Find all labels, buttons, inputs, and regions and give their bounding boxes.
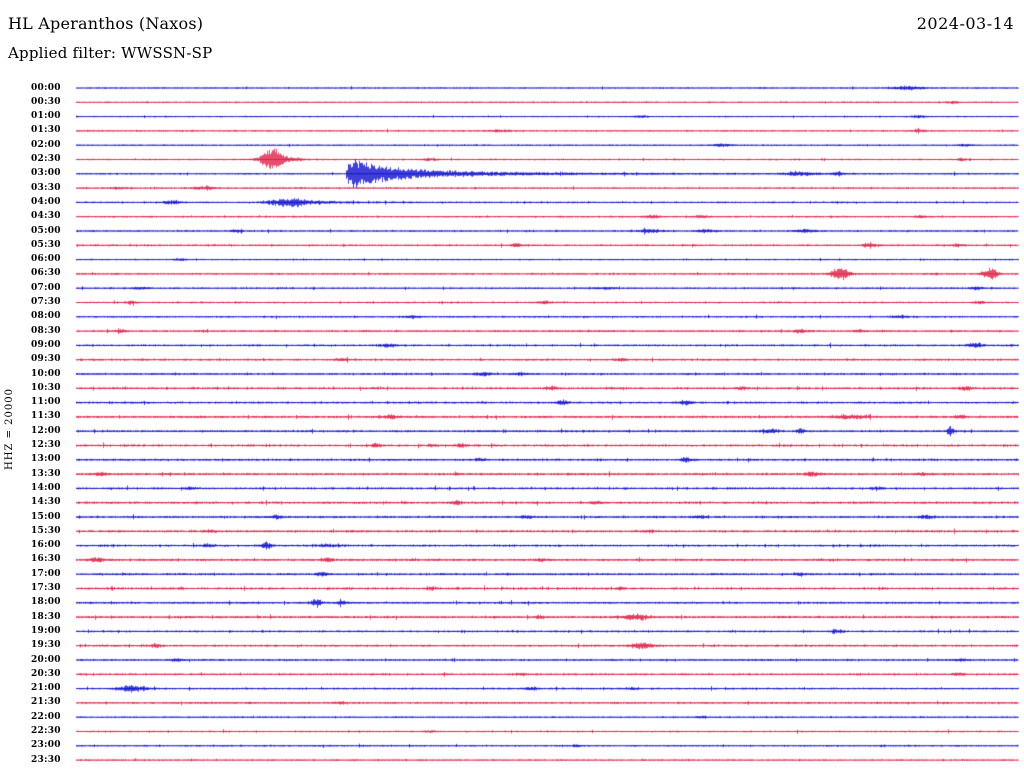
seismogram-traces-canvas <box>0 0 1024 780</box>
helicorder-page: HL Aperanthos (Naxos) 2024-03-14 Applied… <box>0 0 1024 780</box>
